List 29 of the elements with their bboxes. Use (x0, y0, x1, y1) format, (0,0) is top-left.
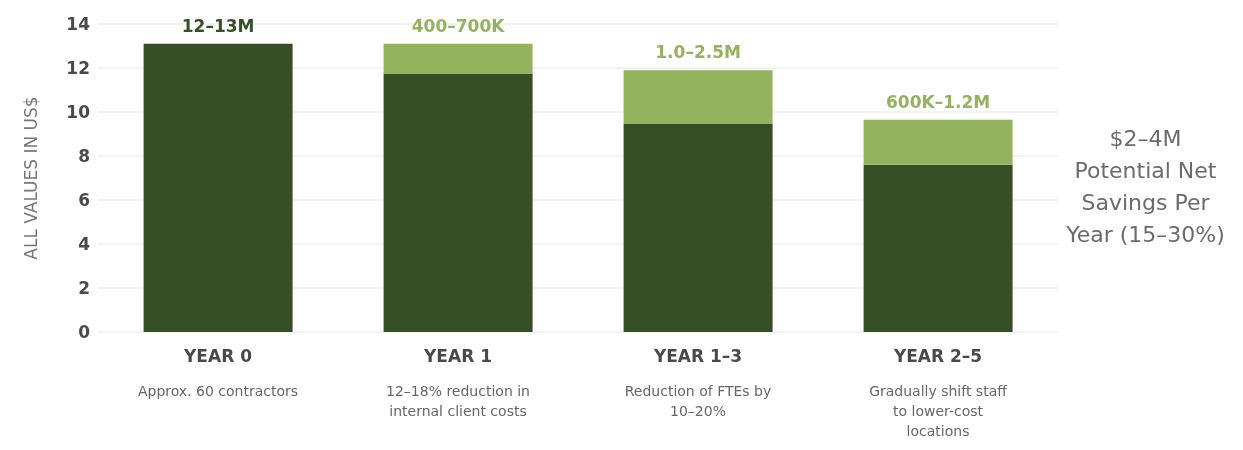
y-tick-label: 4 (78, 234, 91, 255)
x-tick-label: YEAR 2–5 (892, 346, 983, 366)
text: Gradually shift staff to lower-cost locations (869, 383, 1008, 439)
x-tick-label: YEAR 1–3 (652, 346, 743, 366)
total-label: 12–13M (181, 15, 255, 36)
text: Reduction of FTEs by 10–20% (624, 383, 772, 419)
bar (623, 70, 773, 125)
text: $2–4M Potential Net Savings Per Year (15–30%) (1065, 125, 1226, 249)
bar (863, 119, 1013, 165)
y-tick-label: 2 (78, 278, 90, 299)
text: Approx. 60 contractors (137, 383, 299, 399)
bar (383, 73, 533, 332)
bar (623, 124, 773, 332)
x-tick-label: YEAR 0 (183, 346, 253, 366)
total-label: 1.0–2.5M (655, 42, 741, 63)
y-tick-label: 6 (78, 190, 90, 211)
text: 12–18% reduction in internal client costs (386, 383, 530, 419)
y-tick-label: 12 (66, 58, 90, 79)
y-tick-label: 8 (78, 146, 90, 167)
y-axis-title: ALL VALUES IN US$ (21, 96, 42, 260)
bar (863, 164, 1013, 332)
y-tick-label: 14 (66, 14, 91, 35)
y-tick-label: 0 (78, 322, 91, 343)
x-tick-label: YEAR 1 (423, 346, 492, 366)
total-label: 400–700K (411, 15, 506, 36)
bar (143, 43, 293, 332)
bar (383, 43, 533, 74)
total-label: 600K–1.2M (886, 91, 991, 112)
y-tick-label: 10 (66, 102, 91, 123)
